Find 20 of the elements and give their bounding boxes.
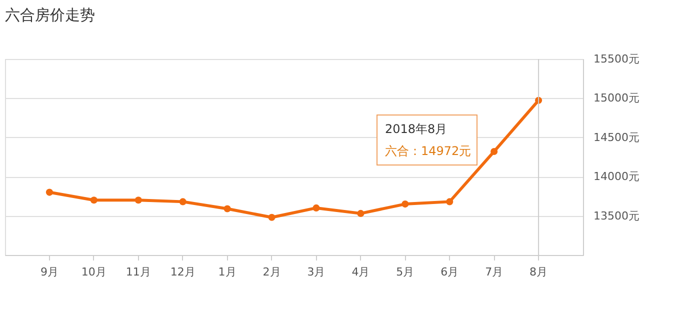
x-tick-label: 1月 (218, 266, 236, 278)
annotation: 六合：14972元 (385, 144, 472, 158)
x-tick-label: 12月 (170, 266, 196, 278)
x-tick-label: 2月 (262, 266, 281, 278)
y-tick-label: 14500元 (594, 130, 640, 144)
x-tick-label: 8月 (530, 266, 548, 278)
x-tick-label: 10月 (81, 266, 106, 278)
annotation: 2018年8月 (385, 122, 448, 136)
x-tick-label: 9月 (40, 266, 58, 278)
chart-title: 六合房价走势 (5, 6, 95, 24)
x-tick-label: 3月 (307, 266, 326, 278)
x-tick-label: 7月 (485, 266, 504, 278)
x-tick-label: 11月 (126, 266, 151, 278)
y-tick-label: 15500元 (594, 52, 640, 66)
y-tick-label: 14000元 (594, 170, 640, 184)
x-tick-label: 4月 (352, 266, 370, 278)
x-tick-label: 6月 (440, 266, 459, 278)
y-tick-label: 15000元 (594, 92, 640, 105)
x-tick-label: 5月 (396, 266, 414, 278)
y-tick-label: 13500元 (594, 209, 640, 222)
